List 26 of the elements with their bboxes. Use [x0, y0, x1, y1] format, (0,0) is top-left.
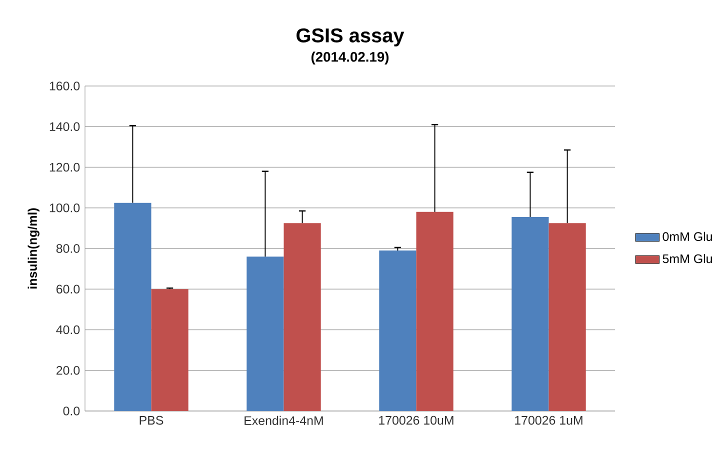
y-tick-label: 20.0	[56, 366, 80, 375]
bar	[416, 212, 454, 412]
y-tick-label: 140.0	[50, 122, 80, 132]
legend-label: 5mM Glu	[662, 254, 712, 264]
bar	[151, 289, 188, 412]
legend-label: 0mM Glu	[662, 232, 712, 242]
y-tick-label: 80.0	[56, 244, 80, 253]
y-tick-label: 60.0	[56, 284, 80, 294]
chart-title: GSIS assay	[296, 28, 404, 46]
bar	[548, 223, 586, 412]
bar	[379, 250, 416, 412]
y-axis-title: insulin(ng/ml)	[28, 208, 40, 288]
y-tick-label: 40.0	[56, 325, 80, 334]
x-tick-label: 170026 10uM	[379, 416, 454, 425]
y-tick-label: 100.0	[50, 203, 80, 212]
bar	[284, 223, 321, 412]
bar	[246, 256, 284, 412]
x-tick-label: PBS	[140, 416, 164, 425]
y-tick-label: 160.0	[50, 82, 80, 90]
x-tick-label: 170026 1uM	[515, 416, 582, 425]
bar	[512, 217, 549, 412]
bar	[114, 202, 152, 412]
y-tick-label: 0.0	[63, 406, 80, 416]
y-tick-label: 120.0	[50, 162, 80, 172]
x-tick-label: Exendin4-4nM	[244, 416, 323, 426]
chart-subtitle: (2014.02.19)	[311, 52, 389, 64]
